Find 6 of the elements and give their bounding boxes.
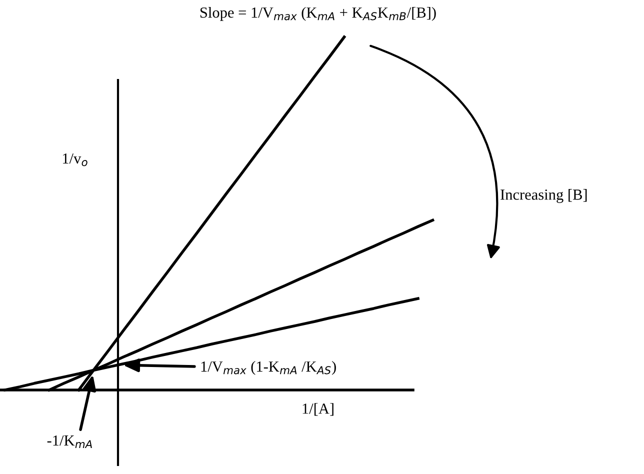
text: -1/K$_{mA}$ xyxy=(47,435,92,448)
text: Slope = 1/V$_{max}$ (K$_{mA}$ + K$_{AS}$K$_{mB}$/[B]) xyxy=(200,6,436,21)
annotation: 1/V$_{max}$ (1-K$_{mA}$ /K$_{AS}$) xyxy=(201,360,336,375)
y-axis-title: 1/v$_{o}$ xyxy=(62,153,88,166)
x-axis-title: 1/[A] xyxy=(302,403,334,416)
text: Increasing [B] xyxy=(500,189,587,203)
